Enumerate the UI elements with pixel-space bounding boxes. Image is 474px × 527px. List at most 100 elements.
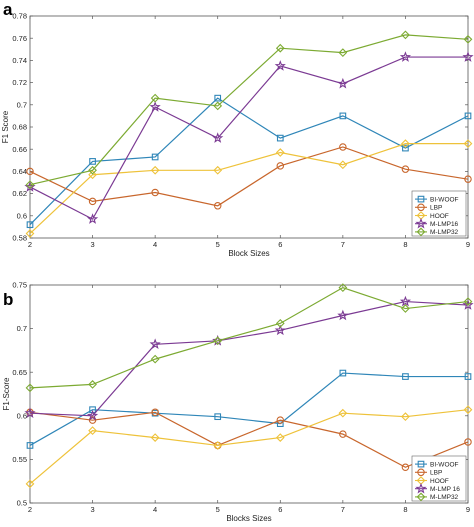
data-point-m-lmp32 xyxy=(401,30,410,40)
y-tick-label-a: 0.6 xyxy=(17,211,27,220)
series-m-lmp16-a xyxy=(24,51,474,224)
data-point-lbp xyxy=(276,416,285,424)
y-tick-label-a: 0.66 xyxy=(12,145,27,154)
series-line-bi-woof xyxy=(29,372,468,446)
plot-area-a xyxy=(29,15,469,239)
data-point-bi-woof xyxy=(26,442,34,449)
data-point-lbp xyxy=(213,202,222,210)
y-tick-label-a: 0.64 xyxy=(12,167,27,176)
data-point-m-lmp-16 xyxy=(337,309,349,321)
panel-letter-a: a xyxy=(3,0,13,19)
data-point-lbp xyxy=(151,188,159,197)
data-point-hoof xyxy=(338,408,348,418)
y-tick-label-a: 0.58 xyxy=(12,234,27,243)
legend-label-bi-woof: BI-WOOF xyxy=(430,461,459,468)
x-tick-label-b: 8 xyxy=(403,505,407,514)
data-point-m-lmp16 xyxy=(86,213,99,224)
data-point-hoof xyxy=(88,170,97,180)
x-axis-label-a: Block Sizes xyxy=(228,249,269,258)
data-point-m-lmp32 xyxy=(338,48,348,58)
series-hoof-a xyxy=(25,139,473,238)
data-point-hoof xyxy=(25,229,35,238)
legend-marker-bi-woof xyxy=(417,195,425,203)
data-point-m-lmp32 xyxy=(88,380,97,389)
panel-letter-b: b xyxy=(3,290,13,309)
data-point-m-lmp32 xyxy=(275,318,285,328)
legend-marker-m-lmp16 xyxy=(415,217,427,229)
legend-marker-m-lmp-16 xyxy=(415,482,427,494)
data-point-m-lmp16 xyxy=(399,51,412,62)
x-tick-label-b: 6 xyxy=(278,505,282,514)
data-point-m-lmp-16 xyxy=(149,338,161,350)
chart-panel-a: a 0.58 0.6 0.62 0.64 0.66 0.68 0.7 0.72 0.74 0.76 0… xyxy=(1,0,474,258)
legend-label-bi-woof: BI-WOOF xyxy=(430,196,459,203)
y-tick-label-a: 0.62 xyxy=(12,189,27,198)
data-point-m-lmp16 xyxy=(212,132,224,143)
y-axis-label-b: F1-Score xyxy=(2,377,11,410)
y-tick-label-b: 0.55 xyxy=(12,455,27,464)
chart-panel-b: b 0.5 0.55 0.6 0.65 0.7 0.75 2 3 4 5 6 7 8 9 Blocks Siz… xyxy=(2,281,474,523)
legend-marker-m-lmp32 xyxy=(416,492,426,502)
data-point-m-lmp32 xyxy=(213,101,223,111)
legend-label-m-lmp32: M-LMP32 xyxy=(430,229,459,236)
x-tick-label-a: 2 xyxy=(28,240,32,249)
data-point-m-lmp32 xyxy=(150,93,160,103)
y-tick-label-b: 0.5 xyxy=(17,499,27,508)
data-point-lbp xyxy=(276,162,285,170)
data-point-bi-woof xyxy=(464,112,472,120)
data-point-lbp xyxy=(401,463,410,471)
y-tick-label-a: 0.72 xyxy=(12,78,27,87)
data-point-hoof xyxy=(463,139,473,149)
series-bi-woof-a xyxy=(26,94,472,229)
data-point-bi-woof xyxy=(214,413,222,421)
data-point-bi-woof xyxy=(402,373,409,380)
x-tick-label-a: 6 xyxy=(278,240,282,249)
data-point-lbp xyxy=(339,143,347,151)
series-line-lbp xyxy=(29,146,469,207)
data-point-bi-woof xyxy=(339,112,347,120)
data-point-hoof xyxy=(150,433,160,442)
x-tick-label-a: 8 xyxy=(403,240,407,249)
y-tick-label-b: 0.65 xyxy=(12,368,27,377)
y-tick-label-a: 0.7 xyxy=(17,100,27,109)
data-point-m-lmp32 xyxy=(88,165,97,175)
data-point-hoof xyxy=(213,441,223,450)
data-point-lbp xyxy=(464,438,472,446)
data-point-hoof xyxy=(338,160,348,170)
y-tick-label-a: 0.78 xyxy=(12,12,27,21)
x-axis-label-b: Blocks Sizes xyxy=(226,514,271,523)
legend-label-lbp: LBP xyxy=(430,470,442,477)
data-point-m-lmp32 xyxy=(213,336,223,346)
data-point-m-lmp16 xyxy=(462,51,474,62)
data-point-bi-woof xyxy=(151,153,159,161)
x-tick-label-b: 3 xyxy=(90,505,94,514)
data-point-m-lmp32 xyxy=(25,180,35,190)
series-m-lmp32-b xyxy=(25,283,473,393)
series-m-lmp-16-b xyxy=(24,295,474,421)
data-point-bi-woof xyxy=(339,369,347,377)
data-point-bi-woof xyxy=(402,144,409,152)
data-point-hoof xyxy=(463,405,473,415)
data-point-hoof xyxy=(275,148,285,157)
data-point-hoof xyxy=(401,139,410,149)
data-point-hoof xyxy=(25,479,35,489)
data-point-m-lmp16 xyxy=(149,101,161,112)
data-point-bi-woof xyxy=(276,420,284,427)
y-tick-label-a: 0.74 xyxy=(12,56,27,65)
data-point-m-lmp16 xyxy=(337,77,349,89)
series-line-hoof xyxy=(29,409,469,485)
legend-label-lbp: LBP xyxy=(430,205,442,212)
data-point-hoof xyxy=(401,412,410,422)
y-tick-label-a: 0.68 xyxy=(12,123,27,132)
data-point-hoof xyxy=(213,165,223,175)
legend-label-m-lmp-16: M-LMP 16 xyxy=(430,486,460,493)
x-tick-label-a: 5 xyxy=(216,240,220,249)
data-point-lbp xyxy=(464,175,472,183)
data-point-m-lmp-16 xyxy=(24,407,36,418)
data-point-m-lmp-16 xyxy=(462,299,474,310)
series-line-lbp xyxy=(29,411,469,468)
data-point-m-lmp32 xyxy=(463,297,473,306)
data-point-lbp xyxy=(26,167,34,176)
